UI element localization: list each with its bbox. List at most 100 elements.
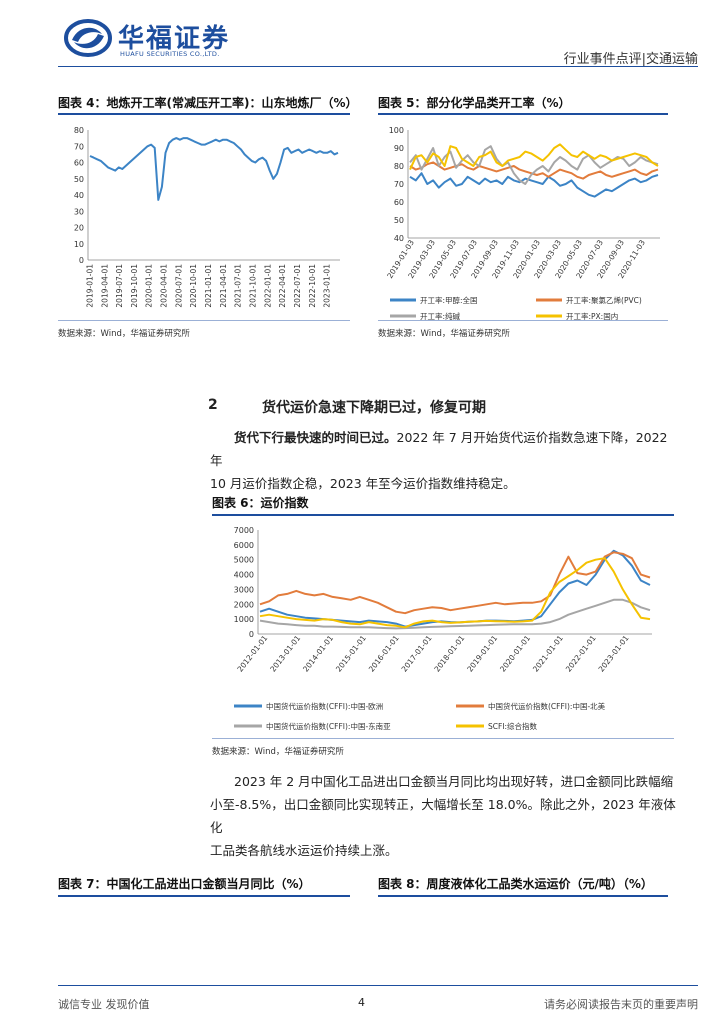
- fig4-source: 数据来源：Wind，华福证券研究所: [58, 329, 190, 339]
- fig4-svg-xtick-3: 2019-10-01: [130, 264, 139, 308]
- fig5-svg-series-1: [409, 161, 659, 180]
- fig5-source: 数据来源：Wind，华福证券研究所: [378, 329, 510, 339]
- fig8-title-rule: [378, 895, 668, 897]
- fig6-svg-legend-label-0: 中国货代运价指数(CFFI):中国-欧洲: [266, 701, 383, 711]
- fig6-svg-ytick-4: 4000: [234, 571, 254, 580]
- fig6-svg-xtick-7: 2019-01-01: [465, 634, 499, 674]
- fig5-svg-series-3: [409, 143, 659, 171]
- fig5-title-rule: [378, 113, 668, 115]
- huafu-logo-icon: [64, 19, 112, 57]
- fig5-svg-legend-label-3: 开工率:PX:国内: [566, 311, 618, 320]
- fig6-svg-ytick-6: 6000: [234, 541, 254, 550]
- fig6-svg-legend-label-3: SCFI:综合指数: [488, 721, 538, 731]
- fig6-svg-xtick-1: 2013-01-01: [268, 634, 302, 674]
- fig4-svg-xtick-10: 2021-07-01: [234, 264, 243, 308]
- fig4-svg-xtick-1: 2019-04-01: [100, 264, 109, 308]
- fig5-svg-series-0: [409, 172, 659, 198]
- fig4-bottom-rule: [58, 320, 350, 321]
- fig6-title-rule: [212, 514, 674, 516]
- fig5-svg-series-2: [409, 145, 659, 185]
- fig4-svg-series-0: [89, 137, 339, 201]
- fig4-svg-xtick-7: 2020-10-01: [189, 264, 198, 308]
- fig5-chart: 4050607080901002019-01-032019-03-032019-…: [385, 126, 660, 320]
- fig4-svg-xtick-6: 2020-07-01: [174, 264, 183, 308]
- section-number: 2: [208, 397, 218, 413]
- fig6-svg-legend-label-2: 中国货代运价指数(CFFI):中国-东南亚: [266, 721, 391, 731]
- logo: 华福证券 HUAFU SECURITIES CO.,LTD.: [64, 18, 244, 60]
- para1-bold: 货代下行最快速的时间已过。: [234, 430, 397, 445]
- fig5-svg-ytick-2: 60: [394, 198, 404, 207]
- fig5-svg-ytick-1: 50: [394, 216, 404, 225]
- fig6-svg-series-3: [259, 557, 651, 629]
- logo-en-text: HUAFU SECURITIES CO.,LTD.: [120, 50, 220, 58]
- footer-right: 请务必阅读报告末页的重要声明: [544, 998, 698, 1011]
- fig4-svg-xtick-5: 2020-04-01: [160, 264, 169, 308]
- fig4-chart: 0 10 20 30 40 50 60 70 80 2019-01-01 2019-04-01 201…: [74, 126, 340, 308]
- fig4-svg-xtick-9: 2021-04-01: [219, 264, 228, 308]
- para2-line3: 工品类各航线水运运价持续上涨。: [210, 843, 398, 858]
- fig6-svg-ytick-1: 1000: [234, 615, 254, 624]
- fig4-svg-ytick-1: 10: [74, 240, 84, 249]
- fig4-svg-ytick-7: 70: [74, 142, 84, 151]
- fig4-svg-ytick-2: 20: [74, 224, 84, 233]
- fig6-svg-series-0: [259, 549, 651, 628]
- para2-line1: 2023 年 2 月中国化工品进出口金额当月同比均出现好转，进口金额同比跌幅缩: [234, 774, 674, 789]
- fig4-title: 图表 4：地炼开工率(常减压开工率)：山东地炼厂（%）: [58, 96, 358, 110]
- fig6-svg-ytick-5: 5000: [234, 556, 254, 565]
- fig4-svg-xtick-0: 2019-01-01: [85, 264, 94, 308]
- fig4-svg-xtick-12: 2022-01-01: [263, 264, 272, 308]
- fig4-svg-xtick-2: 2019-07-01: [115, 264, 124, 308]
- para1-rest: 2022 年 7 月开始货代运价指数急速下降，2022 年: [210, 430, 668, 468]
- fig4-svg-xtick-15: 2022-10-01: [308, 264, 317, 308]
- header-rule: [58, 66, 698, 67]
- footer-left: 诚信专业 发现价值: [58, 998, 150, 1011]
- para1-line2: 10 月运价指数企稳，2023 年至今运价指数维持稳定。: [210, 476, 516, 491]
- fig6-svg-xtick-4: 2016-01-01: [367, 634, 401, 674]
- fig5-bottom-rule: [378, 320, 668, 321]
- fig5-svg-ytick-4: 80: [394, 162, 404, 171]
- fig4-svg-xtick-8: 2021-01-01: [204, 264, 213, 308]
- footer-rule: [58, 985, 698, 986]
- fig5-svg-legend-label-2: 开工率:纯碱: [420, 311, 461, 320]
- fig7-title: 图表 7：中国化工品进出口金额当月同比（%）: [58, 877, 311, 891]
- fig5-title: 图表 5：部分化学品类开工率（%）: [378, 96, 571, 110]
- fig5-svg-legend-label-0: 开工率:甲醇:全国: [420, 295, 478, 305]
- fig4-svg-ytick-6: 60: [74, 159, 84, 168]
- fig4-svg-xtick-11: 2021-10-01: [249, 264, 258, 308]
- report-type: 行业事件点评|交通运输: [563, 52, 698, 67]
- fig6-source: 数据来源：Wind，华福证券研究所: [212, 747, 344, 757]
- fig4-svg-xtick-16: 2023-01-01: [323, 264, 332, 308]
- fig4-svg-ytick-3: 30: [74, 207, 84, 216]
- logo-cn-text: 华福证券: [118, 24, 231, 54]
- fig6-svg-ytick-7: 7000: [234, 526, 254, 535]
- fig4-svg-ytick-4: 40: [74, 191, 84, 200]
- fig4-svg-xtick-4: 2020-01-01: [145, 264, 154, 308]
- fig5-svg-ytick-0: 40: [394, 234, 404, 243]
- para2: 2023 年 2 月中国化工品进出口金额当月同比均出现好转，进口金额同比跌幅缩 …: [210, 770, 680, 862]
- fig6-svg-ytick-0: 0: [249, 630, 254, 639]
- fig6-svg-xtick-3: 2015-01-01: [334, 634, 368, 674]
- fig6-title: 图表 6：运价指数: [212, 496, 309, 510]
- fig4-svg-ytick-0: 0: [79, 256, 84, 265]
- fig6-svg-xtick-8: 2020-01-01: [498, 634, 532, 674]
- page-number: 4: [358, 996, 365, 1009]
- fig6-svg-legend-label-1: 中国货代运价指数(CFFI):中国-北美: [488, 701, 606, 711]
- fig6-svg-series-1: [259, 551, 651, 615]
- fig6-svg-xtick-10: 2022-01-01: [564, 634, 598, 674]
- fig4-svg-xtick-13: 2022-04-01: [278, 264, 287, 308]
- fig5-svg-ytick-6: 100: [389, 126, 404, 135]
- fig4-svg-ytick-5: 50: [74, 175, 84, 184]
- fig8-title: 图表 8：周度液体化工品类水运运价（元/吨）（%）: [378, 877, 653, 891]
- fig6-svg-xtick-9: 2021-01-01: [531, 634, 565, 674]
- fig5-svg-ytick-5: 90: [394, 144, 404, 153]
- fig4-title-rule: [58, 113, 350, 115]
- fig6-svg-xtick-0: 2012-01-01: [235, 634, 269, 674]
- fig5-svg-ytick-3: 70: [394, 180, 404, 189]
- fig6-bottom-rule: [212, 738, 674, 739]
- para2-line2: 小至-8.5%，出口金额同比实现转正，大幅增长至 18.0%。除此之外，2023…: [210, 797, 676, 835]
- fig6-svg-xtick-2: 2014-01-01: [301, 634, 335, 674]
- fig6-svg-xtick-5: 2017-01-01: [400, 634, 434, 674]
- section-title: 货代运价急速下降期已过，修复可期: [262, 400, 486, 416]
- fig6-chart: 010002000300040005000600070002012-01-012…: [234, 526, 652, 731]
- fig7-title-rule: [58, 895, 350, 897]
